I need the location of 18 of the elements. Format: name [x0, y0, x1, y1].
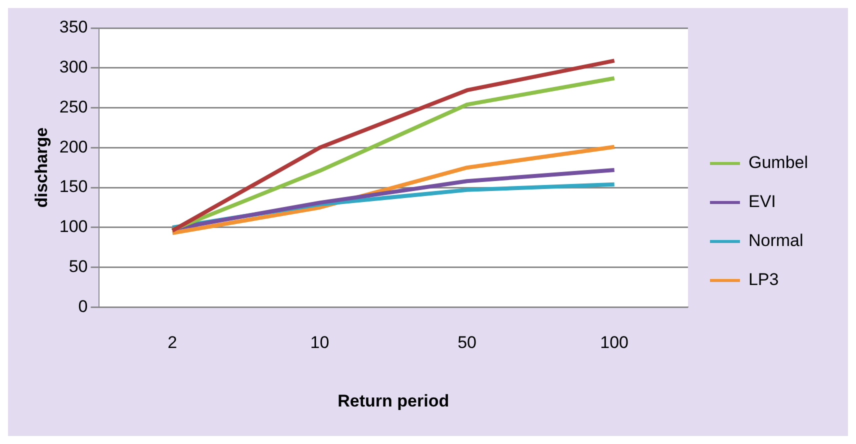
legend-label: Gumbel: [748, 153, 808, 172]
y-tick-label: 100: [59, 217, 88, 236]
legend-label: Normal: [748, 231, 804, 250]
y-tick-label: 350: [59, 18, 88, 37]
x-tick-label: 100: [600, 333, 629, 352]
legend-label: EVI: [748, 192, 776, 212]
x-axis-title: Return period: [338, 391, 450, 410]
y-axis-title: discharge: [32, 127, 51, 208]
y-tick-label: 200: [59, 137, 88, 156]
y-tick-label: 0: [78, 296, 88, 316]
x-tick-label: 50: [458, 333, 476, 352]
y-tick-label: 250: [59, 97, 88, 116]
y-tick-label: 150: [59, 177, 88, 196]
legend-label: LP3: [748, 270, 779, 290]
y-tick-label: 300: [59, 58, 88, 77]
x-tick-label: 2: [168, 333, 178, 352]
y-tick-label: 50: [68, 257, 88, 276]
x-tick-label: 10: [310, 333, 330, 352]
